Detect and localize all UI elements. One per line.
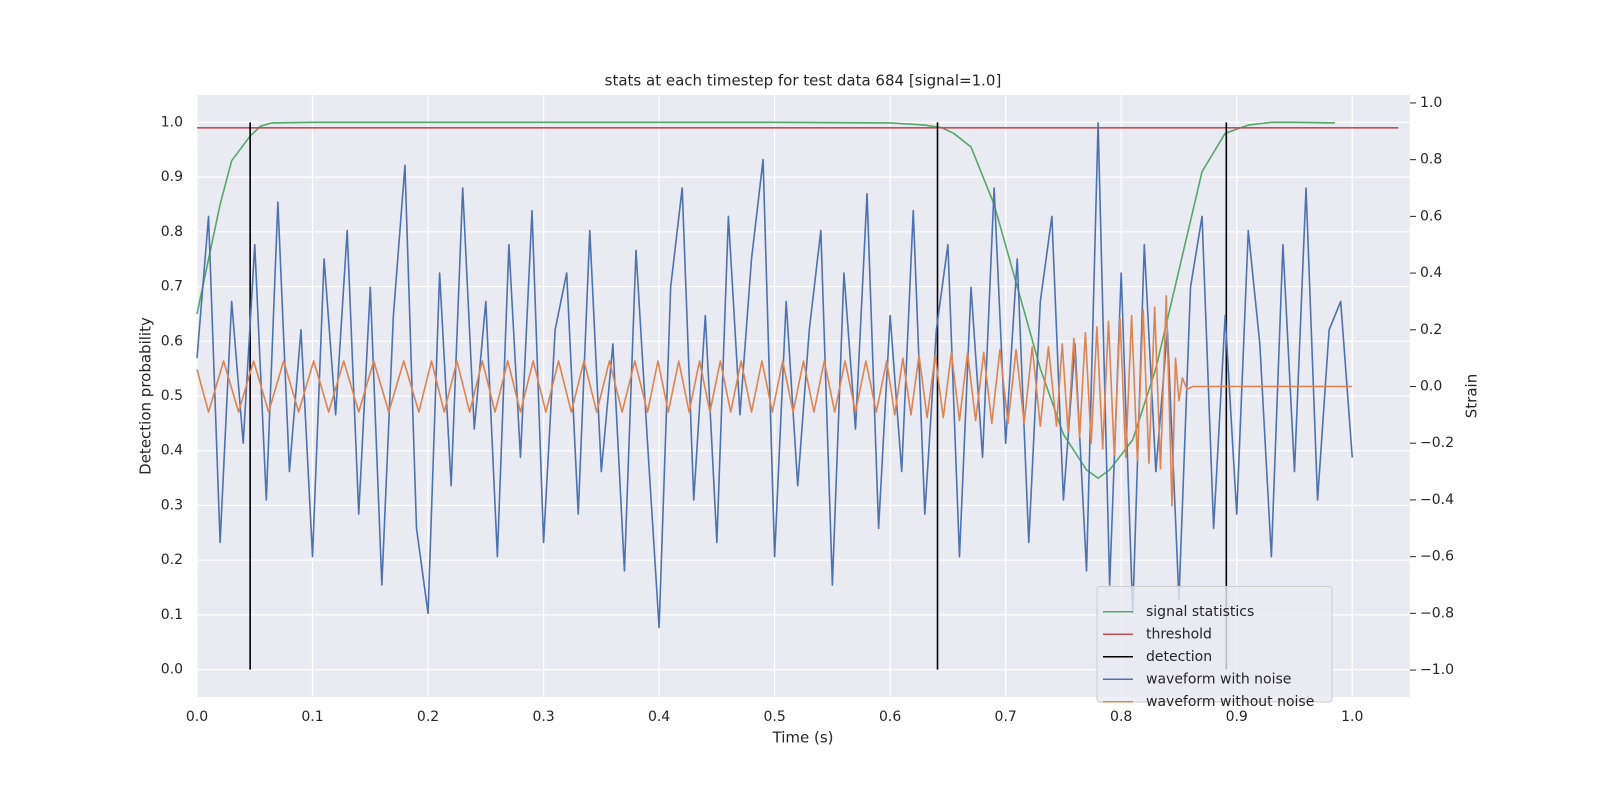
x-tick-label: 1.0 bbox=[1341, 709, 1363, 725]
y2-tick-label: −1.0 bbox=[1420, 662, 1454, 678]
series-line bbox=[249, 122, 1228, 670]
y2-axis-label: Strain bbox=[1463, 374, 1481, 418]
series-line bbox=[196, 121, 1354, 629]
x-tick-label: 0.2 bbox=[417, 709, 439, 725]
legend-label: detection bbox=[1146, 649, 1212, 665]
legend-label: waveform without noise bbox=[1146, 694, 1314, 710]
legend-label: signal statistics bbox=[1146, 604, 1254, 620]
x-tick-label: 0.6 bbox=[879, 709, 901, 725]
y-tick-label: 0.9 bbox=[161, 169, 183, 185]
y-tick-label: 0.5 bbox=[161, 388, 183, 404]
x-tick-label: 0.0 bbox=[186, 709, 208, 725]
x-tick-label: 0.9 bbox=[1226, 709, 1248, 725]
y2-tick-label: 0.0 bbox=[1420, 379, 1442, 395]
x-tick-label: 0.5 bbox=[763, 709, 785, 725]
y-tick-label: 1.0 bbox=[161, 114, 183, 130]
x-axis-label: Time (s) bbox=[772, 729, 834, 747]
y-tick-label: 0.7 bbox=[161, 279, 183, 295]
y-tick-label: 0.0 bbox=[161, 662, 183, 678]
y2-tick-label: 0.2 bbox=[1420, 322, 1442, 338]
y2-tick-label: 0.8 bbox=[1420, 152, 1442, 168]
y2-tick-label: 1.0 bbox=[1420, 95, 1442, 111]
x-tick-label: 0.7 bbox=[995, 709, 1017, 725]
y-tick-label: 0.6 bbox=[161, 333, 183, 349]
x-tick-label: 0.3 bbox=[532, 709, 554, 725]
y-tick-label: 0.3 bbox=[161, 497, 183, 513]
y-tick-label: 0.2 bbox=[161, 552, 183, 568]
y2-tick-label: −0.6 bbox=[1420, 549, 1454, 565]
series-line bbox=[196, 294, 1353, 507]
x-tick-label: 0.8 bbox=[1110, 709, 1132, 725]
y2-tick-label: 0.4 bbox=[1420, 265, 1442, 281]
y2-tick-label: −0.2 bbox=[1420, 435, 1454, 451]
y2-tick-label: −0.4 bbox=[1420, 492, 1454, 508]
y-axis-label: Detection probability bbox=[137, 317, 155, 475]
legend-label: waveform with noise bbox=[1146, 671, 1291, 687]
legend-box bbox=[1096, 586, 1333, 703]
legend-label: threshold bbox=[1146, 626, 1212, 642]
x-tick-label: 0.1 bbox=[301, 709, 323, 725]
x-tick-label: 0.4 bbox=[648, 709, 670, 725]
y-tick-label: 0.8 bbox=[161, 224, 183, 240]
chart-title: stats at each timestep for test data 684… bbox=[605, 72, 1002, 90]
y2-tick-label: −0.8 bbox=[1420, 605, 1454, 621]
y2-tick-label: 0.6 bbox=[1420, 208, 1442, 224]
y-tick-label: 0.4 bbox=[161, 443, 183, 459]
y-tick-label: 0.1 bbox=[161, 607, 183, 623]
